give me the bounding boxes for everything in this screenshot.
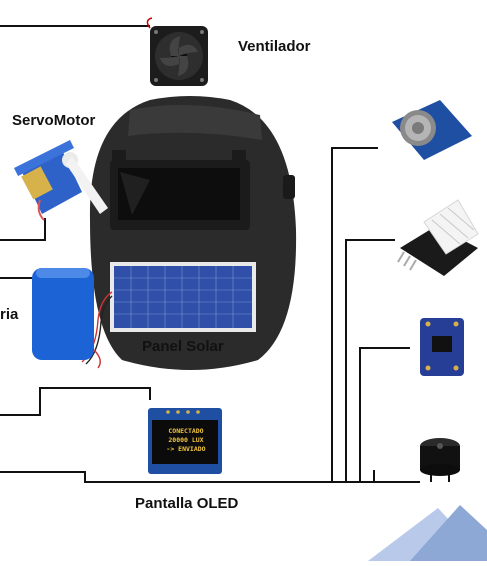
oled-screen-line-3: -> ENVIADO (166, 445, 206, 453)
servo-motor-icon (14, 140, 108, 221)
dht-sensor-icon (397, 199, 479, 276)
oled-display-icon (148, 408, 222, 474)
battery-icon (32, 268, 101, 369)
buzzer-icon (420, 438, 460, 476)
wire-dht (345, 239, 395, 482)
wire-oled-loop (0, 387, 151, 416)
label-panel-solar: Panel Solar (142, 338, 224, 355)
label-servomotor: ServoMotor (12, 112, 96, 129)
label-pantalla-oled: Pantalla OLED (135, 495, 239, 512)
label-bateria: ria (0, 306, 19, 323)
wire-bottom-bus (0, 471, 420, 483)
wire-gy (359, 347, 410, 482)
label-ventilador: Ventilador (238, 38, 311, 55)
corner-decoration (368, 505, 487, 561)
gas-sensor-icon (392, 100, 472, 160)
oled-screen-line-2: 20000 LUX (168, 436, 204, 444)
fan-icon (146, 17, 208, 86)
solar-panel-icon (81, 262, 256, 365)
wire-gas (331, 147, 378, 482)
oled-screen-line-1: CONECTADO (168, 427, 204, 435)
gy-module-icon (420, 318, 464, 376)
wire-servo (0, 218, 46, 241)
